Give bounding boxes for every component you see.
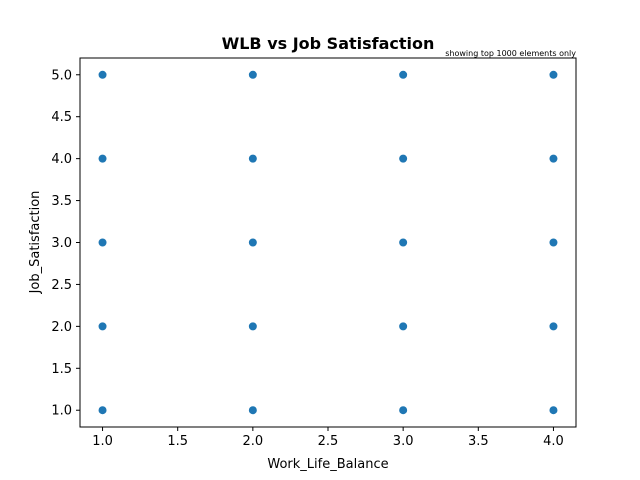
- data-point: [98, 154, 107, 163]
- y-tick-label: 4.0: [51, 152, 72, 167]
- y-tick-label: 2.5: [51, 278, 72, 293]
- x-tick-label: 4.0: [543, 434, 564, 449]
- data-point: [248, 322, 257, 331]
- data-point: [399, 322, 408, 331]
- data-point: [399, 238, 408, 247]
- y-tick-label: 3.5: [51, 194, 72, 209]
- y-tick-label: 1.5: [51, 362, 72, 377]
- data-point: [549, 70, 558, 79]
- chart-annotation: showing top 1000 elements only: [445, 49, 576, 58]
- x-tick-label: 1.5: [167, 434, 188, 449]
- data-point: [549, 154, 558, 163]
- y-tick-label: 1.0: [51, 404, 72, 419]
- data-point: [399, 70, 408, 79]
- data-point: [399, 154, 408, 163]
- y-axis-label: Job_Satisfaction: [28, 191, 43, 295]
- data-point: [248, 70, 257, 79]
- data-point: [98, 322, 107, 331]
- x-axis-label: Work_Life_Balance: [267, 457, 388, 472]
- x-tick-label: 1.0: [92, 434, 113, 449]
- data-point: [248, 154, 257, 163]
- x-axis-ticks: 1.0 1.5 2.0 2.5 3.0 3.5 4.0: [92, 427, 564, 449]
- x-tick-label: 3.5: [468, 434, 489, 449]
- points-layer: [98, 70, 558, 415]
- data-point: [549, 238, 558, 247]
- data-point: [248, 406, 257, 415]
- x-tick-label: 2.0: [243, 434, 264, 449]
- y-tick-label: 3.0: [51, 236, 72, 251]
- y-tick-label: 2.0: [51, 320, 72, 335]
- y-tick-label: 5.0: [51, 68, 72, 83]
- data-point: [549, 322, 558, 331]
- data-point: [549, 406, 558, 415]
- x-tick-label: 3.0: [393, 434, 414, 449]
- data-point: [248, 238, 257, 247]
- plot-area: [80, 58, 576, 427]
- y-axis-ticks: 1.0 1.5 2.0 2.5 3.0 3.5 4.0 4.5 5.0: [51, 68, 80, 419]
- data-point: [98, 238, 107, 247]
- data-point: [399, 406, 408, 415]
- y-tick-label: 4.5: [51, 110, 72, 125]
- chart-title: WLB vs Job Satisfaction: [222, 34, 435, 53]
- x-tick-label: 2.5: [318, 434, 339, 449]
- data-point: [98, 406, 107, 415]
- data-point: [98, 70, 107, 79]
